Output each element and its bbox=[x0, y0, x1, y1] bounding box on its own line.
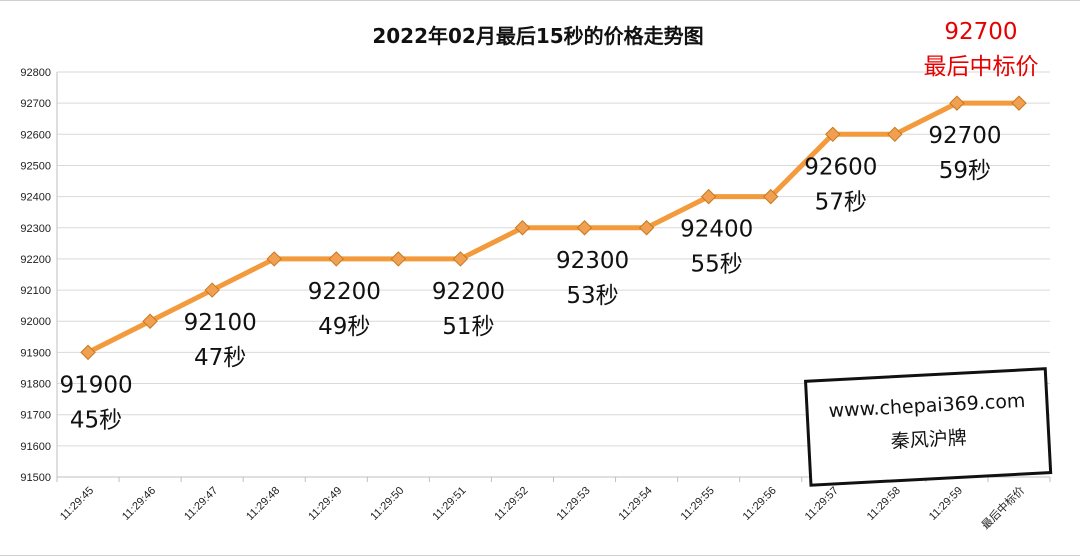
y-tick-label: 91600 bbox=[20, 441, 51, 453]
data-label: 92700 bbox=[928, 123, 1001, 149]
data-point bbox=[638, 220, 655, 236]
data-label: 53秒 bbox=[566, 283, 618, 309]
y-tick-label: 92300 bbox=[20, 223, 51, 235]
data-label: 55秒 bbox=[691, 252, 743, 278]
data-label: 91900 bbox=[59, 372, 132, 398]
x-tick-label: 11:29:47 bbox=[182, 485, 220, 523]
data-point bbox=[452, 251, 469, 267]
data-labels: 91900 45秒 92100 47秒 92200 49秒 92200 51秒 92300 53秒… bbox=[59, 123, 1001, 433]
x-tick-label: 11:29:50 bbox=[368, 485, 406, 523]
data-point bbox=[142, 313, 158, 329]
x-tick-label: 11:29:52 bbox=[492, 485, 530, 523]
final-annotation: 92700 最后中标价 bbox=[923, 19, 1038, 80]
x-tick-label: 11:29:49 bbox=[306, 485, 344, 523]
data-point bbox=[204, 282, 220, 298]
watermark: www.chepai369.com 秦风沪牌 bbox=[803, 367, 1053, 487]
data-point bbox=[266, 251, 282, 267]
data-point bbox=[887, 126, 903, 143]
x-tick-label: 11:29:57 bbox=[803, 485, 841, 523]
data-point bbox=[763, 188, 779, 205]
x-tick-label: 最后中标价 bbox=[978, 483, 1027, 532]
data-label: 92400 bbox=[680, 217, 753, 243]
data-label: 92200 bbox=[432, 279, 505, 305]
data-label: 92100 bbox=[184, 310, 257, 336]
watermark-brand: 秦风沪牌 bbox=[890, 427, 967, 453]
chart-title: 2022年02月最后15秒的价格走势图 bbox=[372, 24, 703, 48]
data-point bbox=[825, 126, 841, 143]
data-label: 92600 bbox=[804, 154, 877, 180]
data-point bbox=[1011, 95, 1027, 111]
data-point bbox=[700, 188, 717, 205]
y-tick-label: 92600 bbox=[20, 129, 51, 141]
y-tick-label: 91500 bbox=[20, 472, 51, 484]
x-tick-label: 11:29:58 bbox=[865, 485, 903, 523]
data-label: 49秒 bbox=[318, 314, 370, 340]
watermark-box bbox=[803, 367, 1053, 487]
data-point bbox=[80, 344, 96, 361]
data-label: 47秒 bbox=[194, 345, 246, 371]
series-price bbox=[80, 95, 1027, 361]
y-tick-label: 92800 bbox=[20, 67, 51, 79]
x-tick-label: 11:29:48 bbox=[244, 485, 282, 523]
data-point bbox=[328, 251, 344, 267]
data-point bbox=[949, 95, 965, 111]
y-tick-label: 92100 bbox=[20, 285, 51, 297]
data-point bbox=[514, 220, 531, 236]
y-tick-label: 91700 bbox=[20, 410, 51, 422]
y-tick-label: 92500 bbox=[20, 160, 51, 172]
final-label: 92700 bbox=[944, 19, 1017, 45]
data-label: 57秒 bbox=[815, 189, 867, 215]
x-tick-label: 11:29:54 bbox=[617, 485, 655, 523]
y-tick-label: 92700 bbox=[20, 98, 51, 110]
series-line bbox=[85, 100, 1022, 355]
data-label: 45秒 bbox=[70, 407, 122, 433]
data-label: 51秒 bbox=[442, 314, 494, 340]
x-tick-label: 11:29:53 bbox=[554, 485, 592, 523]
x-tick-label: 11:29:59 bbox=[927, 485, 965, 523]
data-label: 92200 bbox=[308, 279, 381, 305]
final-label: 最后中标价 bbox=[923, 54, 1038, 80]
grid-lines bbox=[57, 71, 1050, 478]
data-point bbox=[390, 251, 407, 267]
x-tick-label: 11:29:45 bbox=[58, 485, 96, 523]
x-tick-label: 11:29:55 bbox=[679, 485, 717, 523]
x-tick-label: 11:29:51 bbox=[430, 485, 468, 523]
y-tick-label: 91800 bbox=[20, 379, 51, 391]
data-label: 92300 bbox=[556, 248, 629, 274]
data-point bbox=[576, 220, 593, 236]
y-tick-label: 92200 bbox=[20, 254, 51, 266]
y-axis: 91500 91600 91700 91800 91900 92000 92100 92200… bbox=[20, 67, 58, 484]
x-tick-label: 11:29:46 bbox=[120, 485, 158, 523]
y-tick-label: 92400 bbox=[20, 192, 51, 204]
y-tick-label: 91900 bbox=[20, 347, 51, 359]
x-tick-label: 11:29:56 bbox=[741, 485, 779, 523]
y-tick-label: 92000 bbox=[20, 316, 51, 328]
x-axis: 11:29:45 11:29:46 11:29:47 11:29:48 11:29:49… bbox=[56, 476, 1051, 532]
data-label: 59秒 bbox=[939, 158, 991, 184]
